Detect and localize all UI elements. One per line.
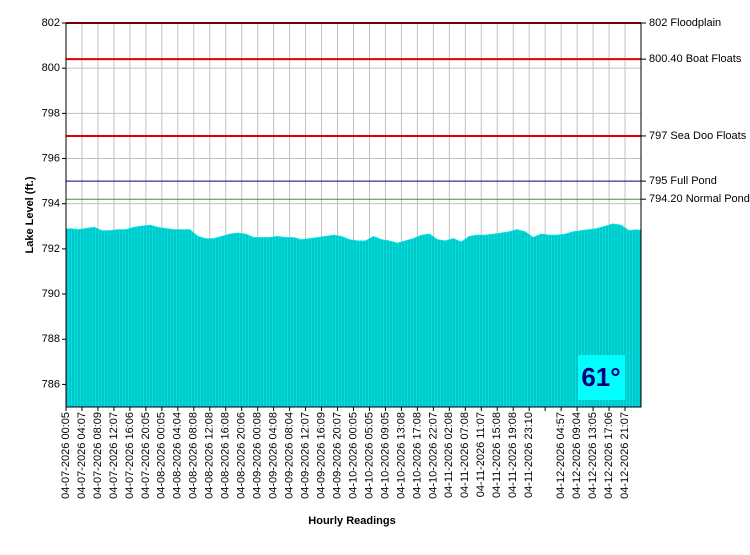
x-tick-label: 04-08-2026 08:08 bbox=[188, 412, 200, 499]
y-tick-label: 786 bbox=[42, 378, 60, 390]
reference-label: 800.40 Boat Floats bbox=[649, 53, 742, 65]
x-tick-label: 04-11-2026 15:08 bbox=[491, 412, 503, 498]
x-tick-label: 04-11-2026 11:07 bbox=[475, 412, 487, 497]
x-tick-label: 04-09-2026 12:07 bbox=[299, 412, 311, 499]
reference-label: 795 Full Pond bbox=[649, 175, 717, 187]
x-tick-label: 04-09-2026 00:08 bbox=[252, 412, 264, 499]
x-tick-label: 04-08-2026 12:08 bbox=[204, 412, 216, 499]
x-tick-label: 04-11-2026 23:10 bbox=[523, 412, 535, 498]
x-tick-label: 04-07-2026 00:05 bbox=[60, 412, 72, 499]
y-tick-label: 792 bbox=[42, 243, 60, 255]
y-axis-label: Lake Level (ft.) bbox=[24, 176, 36, 253]
y-tick-label: 794 bbox=[42, 198, 60, 210]
x-tick-label: 04-11-2026 19:08 bbox=[507, 412, 519, 498]
x-tick-label: 04-11-2026 02:08 bbox=[443, 412, 455, 498]
x-tick-label: 04-12-2026 04:57 bbox=[555, 412, 567, 499]
x-tick-label: 04-09-2026 04:08 bbox=[268, 412, 280, 499]
x-tick-label: 04-10-2026 09:05 bbox=[379, 412, 391, 499]
area bbox=[66, 224, 641, 407]
x-tick-label: 04-11-2026 07:08 bbox=[459, 412, 471, 498]
x-tick-label: 04-12-2026 09:04 bbox=[571, 412, 583, 499]
x-tick-label: 04-10-2026 00:05 bbox=[347, 412, 359, 499]
x-tick-label: 04-08-2026 04:04 bbox=[172, 412, 184, 499]
x-axis-label: Hourly Readings bbox=[308, 515, 395, 527]
y-tick-label: 790 bbox=[42, 288, 60, 300]
y-tick-label: 802 bbox=[42, 17, 60, 29]
x-tick-label: 04-10-2026 13:08 bbox=[395, 412, 407, 499]
reference-label: 802 Floodplain bbox=[649, 17, 721, 29]
y-tick-label: 796 bbox=[42, 152, 60, 164]
badge-box bbox=[578, 355, 625, 400]
plot-border bbox=[65, 22, 642, 408]
x-tick-label: 04-09-2026 08:04 bbox=[284, 412, 296, 499]
x-tick-label: 04-08-2026 20:06 bbox=[236, 412, 248, 499]
y-tick-label: 800 bbox=[42, 62, 60, 74]
x-tick-label: 04-07-2026 08:09 bbox=[92, 412, 104, 499]
x-tick-label: 04-10-2026 17:08 bbox=[411, 412, 423, 499]
reference-label: 797 Sea Doo Floats bbox=[649, 130, 747, 142]
x-tick-label: 04-08-2026 16:08 bbox=[220, 412, 232, 499]
x-tick-label: 04-09-2026 16:09 bbox=[315, 412, 327, 499]
x-tick-label: 04-07-2026 20:05 bbox=[140, 412, 152, 499]
x-tick-label: 04-12-2026 13:05 bbox=[587, 412, 599, 499]
x-tick-label: 04-10-2026 05:05 bbox=[363, 412, 375, 499]
x-tick-label: 04-12-2026 21:07 bbox=[619, 412, 631, 499]
x-tick-label: 04-10-2026 22:07 bbox=[427, 412, 439, 499]
x-tick-label: 04-07-2026 16:06 bbox=[124, 412, 136, 499]
reference-label: 794.20 Normal Pond bbox=[649, 193, 750, 205]
x-tick-label: 04-07-2026 04:07 bbox=[76, 412, 88, 499]
area-line bbox=[69, 223, 638, 244]
temperature-badge: 61° bbox=[581, 362, 620, 392]
x-tick-label: 04-07-2026 12:07 bbox=[108, 412, 120, 499]
x-tick-label: 04-08-2026 00:05 bbox=[156, 412, 168, 499]
x-tick-label: 04-12-2026 17:06 bbox=[603, 412, 615, 499]
x-tick-label: 04-09-2026 20:07 bbox=[331, 412, 343, 499]
y-tick-label: 788 bbox=[42, 333, 60, 345]
y-tick-label: 798 bbox=[42, 107, 60, 119]
